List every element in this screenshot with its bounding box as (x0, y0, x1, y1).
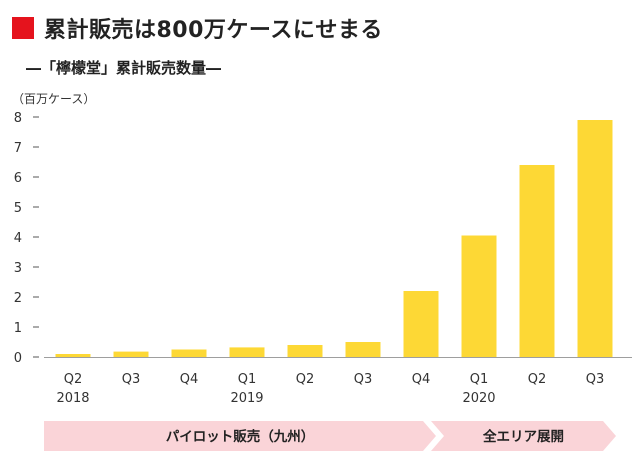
y-tick-label: 8 (14, 111, 22, 126)
x-tick-label: Q3 (354, 372, 373, 387)
bar-9 (577, 120, 613, 357)
bar-2 (171, 349, 207, 357)
phase-arrow-0 (44, 421, 436, 451)
x-axis: Q2 Q3 Q4 Q1 Q2 Q3 Q4 Q1 Q2 Q3 2018 2019 2020 (44, 357, 632, 406)
y-tick-label: 6 (14, 171, 22, 186)
bar-series (55, 120, 613, 357)
y-tick-label: 1 (14, 321, 22, 336)
bar-3 (229, 347, 265, 357)
bar-8 (519, 165, 555, 357)
x-tick-label: Q2 (528, 372, 547, 387)
x-tick-label: Q4 (180, 372, 199, 387)
x-tick-label: Q1 (470, 372, 489, 387)
x-tick-label: Q3 (586, 372, 605, 387)
y-tick-label: 5 (14, 201, 22, 216)
y-tick-label: 7 (14, 141, 22, 156)
x-tick-label: Q2 (64, 372, 83, 387)
bar-0 (55, 354, 91, 357)
x-year-label: 2020 (462, 391, 495, 406)
chart-title: 累計販売は800万ケースにせまる (44, 18, 383, 43)
title-marker-square (12, 17, 34, 39)
x-year-label: 2018 (56, 391, 89, 406)
y-axis-unit-label: （百万ケース） (12, 92, 95, 106)
y-axis: 0 1 2 3 4 5 6 7 8 (14, 111, 39, 366)
bar-6 (403, 291, 439, 357)
title-row: 累計販売は800万ケースにせまる (12, 12, 383, 44)
phase-label: パイロット販売（九州） (166, 428, 315, 445)
x-year-label: 2019 (230, 391, 263, 406)
y-tick-label: 3 (14, 261, 22, 276)
phase-arrows: パイロット販売（九州） 全エリア展開 (44, 421, 616, 451)
bar-1 (113, 351, 149, 357)
bar-7 (461, 235, 497, 357)
chart-subtitle: ―「檸檬堂」累計販売数量― (26, 59, 222, 77)
phase-label: 全エリア展開 (482, 428, 564, 445)
bar-5 (345, 342, 381, 357)
x-tick-label: Q1 (238, 372, 257, 387)
x-tick-label: Q3 (122, 372, 141, 387)
x-tick-label: Q2 (296, 372, 315, 387)
y-tick-label: 2 (14, 291, 22, 306)
y-tick-label: 4 (14, 231, 22, 246)
x-tick-label: Q4 (412, 372, 431, 387)
y-tick-label: 0 (14, 351, 22, 366)
bar-4 (287, 345, 323, 357)
phase-arrow-1 (431, 421, 616, 451)
